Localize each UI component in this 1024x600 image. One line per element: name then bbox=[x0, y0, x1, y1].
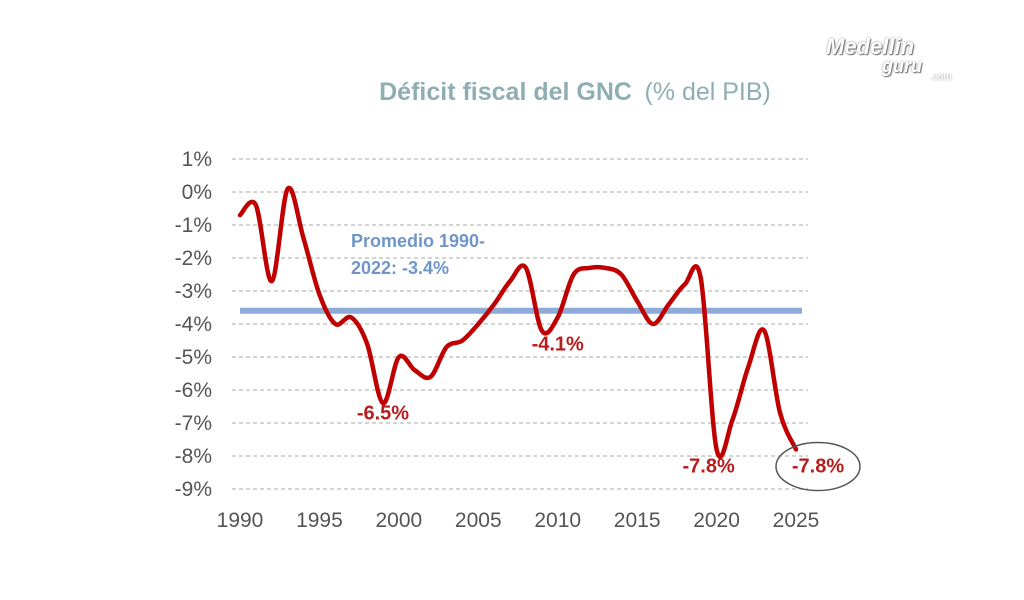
logo-suffix-text: .com bbox=[930, 72, 952, 83]
chart-title: Déficit fiscal del GNC (% del PIB) bbox=[379, 78, 771, 106]
y-tick-label: 1% bbox=[182, 148, 212, 171]
grid-lines bbox=[232, 158, 808, 490]
y-tick-label: 0% bbox=[182, 181, 212, 204]
annotation-label: -6.5% bbox=[357, 403, 409, 425]
x-tick-label: 2005 bbox=[455, 509, 502, 532]
average-label-line1: Promedio 1990- bbox=[351, 231, 485, 251]
y-tick-label: -4% bbox=[175, 313, 212, 336]
logo-main-text: Medellin bbox=[826, 34, 915, 59]
y-tick-label: -5% bbox=[175, 346, 212, 369]
y-tick-label: -3% bbox=[175, 280, 212, 303]
y-tick-label: -1% bbox=[175, 214, 212, 237]
highlight-ellipse bbox=[775, 441, 861, 492]
x-tick-label: 2000 bbox=[375, 509, 422, 532]
x-tick-label: 1990 bbox=[217, 509, 264, 532]
average-label-line2: 2022: -3.4% bbox=[351, 258, 449, 278]
data-annotations: -6.5% -4.1% -7.8% -7.8% bbox=[357, 333, 861, 492]
x-tick-label: 2025 bbox=[773, 509, 820, 532]
medellin-guru-logo: Medellin guru .com bbox=[818, 34, 958, 86]
y-tick-label: -2% bbox=[175, 247, 212, 270]
logo-sub-text: guru bbox=[882, 56, 922, 76]
chart-title-bold: Déficit fiscal del GNC bbox=[379, 78, 632, 106]
x-axis-ticks: 1990 1995 2000 2005 2010 2015 2020 2025 bbox=[217, 509, 820, 532]
y-tick-label: -7% bbox=[175, 412, 212, 435]
deficit-series-line bbox=[237, 185, 799, 460]
y-tick-label: -8% bbox=[175, 445, 212, 468]
y-tick-label: -9% bbox=[175, 478, 212, 501]
chart-title-unit: (% del PIB) bbox=[644, 78, 770, 106]
y-axis-ticks: 1% 0% -1% -2% -3% -4% -5% -6% -7% -8% -9% bbox=[175, 148, 212, 501]
average-reference: Promedio 1990- 2022: -3.4% bbox=[240, 231, 802, 314]
x-tick-label: 2015 bbox=[614, 509, 661, 532]
annotation-label: -7.8% bbox=[683, 456, 735, 478]
y-tick-label: -6% bbox=[175, 379, 212, 402]
annotation-label: -7.8% bbox=[792, 456, 844, 478]
x-tick-label: 2020 bbox=[693, 509, 740, 532]
annotation-label: -4.1% bbox=[532, 333, 584, 355]
series-group bbox=[237, 185, 799, 460]
x-tick-label: 2010 bbox=[534, 509, 581, 532]
x-tick-label: 1995 bbox=[296, 509, 343, 532]
